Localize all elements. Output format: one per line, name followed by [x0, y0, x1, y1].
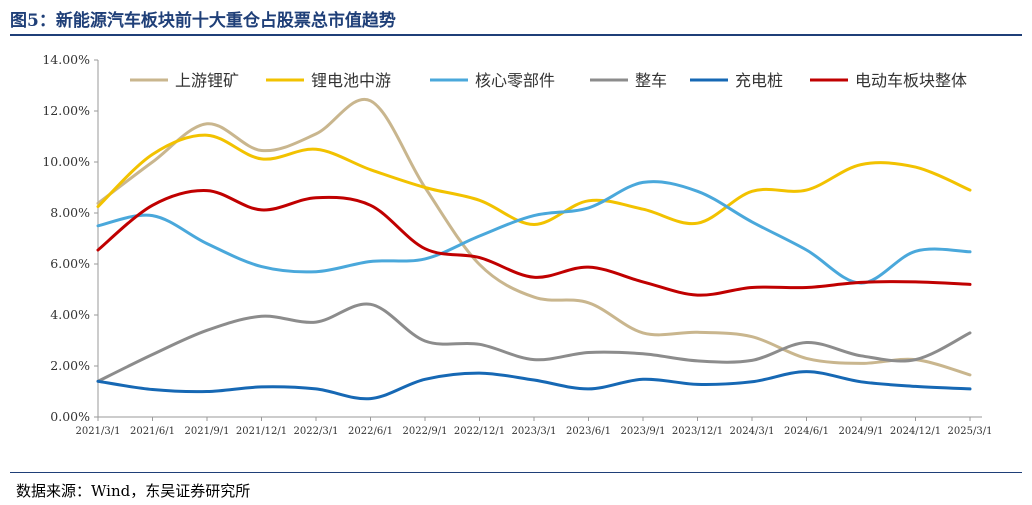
x-tick-label: 2021/12/1	[236, 426, 287, 437]
x-tick-label: 2025/3/1	[948, 426, 993, 437]
y-tick-label: 0.00%	[50, 409, 90, 424]
x-tick-label: 2021/6/1	[130, 426, 175, 437]
x-tick-label: 2024/9/1	[839, 426, 884, 437]
footer-divider	[10, 472, 1022, 473]
y-tick-label: 12.00%	[42, 103, 90, 118]
y-tick-label: 4.00%	[50, 307, 90, 322]
y-tick-label: 6.00%	[50, 256, 90, 271]
x-tick-label: 2021/3/1	[76, 426, 121, 437]
x-tick-label: 2022/12/1	[454, 426, 505, 437]
series-line-4	[96, 302, 972, 383]
legend-label-3: 核心零部件	[475, 71, 555, 90]
series-line-2	[96, 133, 972, 227]
series-line-5	[96, 370, 972, 401]
x-tick-label: 2023/12/1	[672, 426, 723, 437]
series-line-6	[96, 189, 972, 297]
figure-title: 图5：新能源汽车板块前十大重仓占股票总市值趋势	[10, 11, 396, 31]
legend-label-4: 整车	[635, 71, 667, 90]
y-tick-label: 10.00%	[42, 154, 90, 169]
x-tick-label: 2023/3/1	[512, 426, 557, 437]
x-tick-label: 2022/6/1	[348, 426, 393, 437]
x-tick-label: 2022/9/1	[403, 426, 448, 437]
x-tick-label: 2024/6/1	[784, 426, 829, 437]
x-tick-label: 2023/9/1	[621, 426, 666, 437]
legend-label-6: 电动车板块整体	[855, 71, 967, 90]
chart-container: 0.00% 2.00% 4.00% 6.00% 8.00% 10.00% 12.00% 14.…	[10, 40, 1022, 468]
source-note: 数据来源：Wind，东吴证券研究所	[16, 482, 251, 500]
title-bar: 图5：新能源汽车板块前十大重仓占股票总市值趋势	[10, 4, 1022, 36]
x-tick-label: 2024/3/1	[730, 426, 775, 437]
y-tick-label: 14.00%	[42, 52, 90, 67]
x-tick-label: 2022/3/1	[294, 426, 339, 437]
series-line-3	[96, 180, 972, 285]
legend-label-5: 充电桩	[735, 71, 783, 90]
legend-label-1: 上游锂矿	[175, 71, 239, 90]
y-tick-label: 8.00%	[50, 205, 90, 220]
y-tick-label: 2.00%	[50, 358, 90, 373]
series-line-1	[96, 97, 972, 377]
x-tick-label: 2021/9/1	[185, 426, 230, 437]
x-tick-label: 2023/6/1	[566, 426, 611, 437]
line-chart: 0.00% 2.00% 4.00% 6.00% 8.00% 10.00% 12.00% 14.…	[42, 52, 993, 437]
legend-label-2: 锂电池中游	[311, 71, 391, 90]
x-tick-label: 2024/12/1	[890, 426, 941, 437]
